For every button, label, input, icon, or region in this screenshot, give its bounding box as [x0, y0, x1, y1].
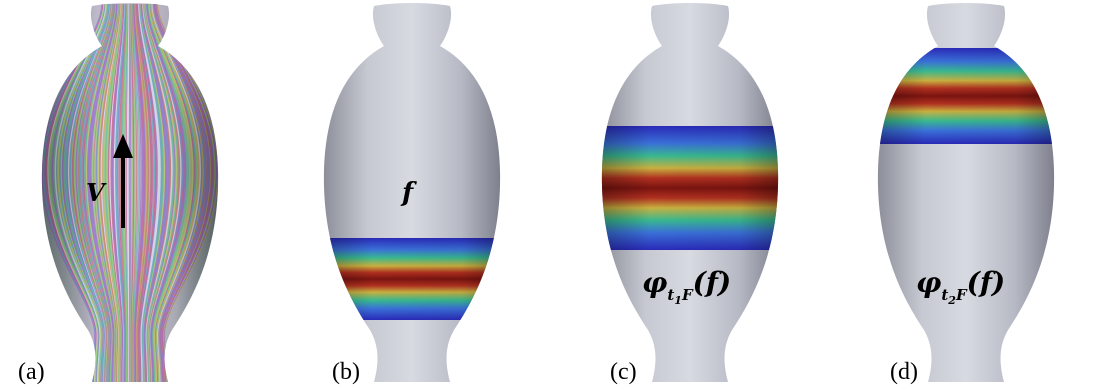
caption-d: (d): [890, 359, 918, 385]
phi-symbol: φ: [642, 266, 668, 299]
vector-label-v: V: [86, 178, 105, 207]
vase-d: [877, 3, 1055, 382]
argument-f: (f): [966, 266, 1006, 299]
panel-d: φt2F(f) (d): [836, 0, 1096, 392]
t-subscript: t1F: [667, 286, 693, 307]
phi-symbol: φ: [916, 266, 942, 299]
t-subscript: t2F: [941, 286, 967, 307]
vase-mesh-icon: [41, 3, 219, 382]
panel-a: V (a): [0, 0, 260, 392]
vase-b: [323, 3, 501, 382]
vase-c: [601, 3, 779, 382]
caption-a: (a): [18, 359, 45, 385]
flow-label-d: φt2F(f): [916, 266, 1006, 307]
panel-b: f (b): [282, 0, 542, 392]
caption-b: (b): [332, 359, 360, 385]
caption-c: (c): [610, 359, 637, 385]
panel-c: φt1F(f) (c): [560, 0, 820, 392]
vector-field-arrow-icon: [113, 134, 133, 228]
argument-f: (f): [692, 266, 732, 299]
function-label-f: f: [402, 178, 414, 208]
flow-label-c: φt1F(f): [642, 266, 732, 307]
